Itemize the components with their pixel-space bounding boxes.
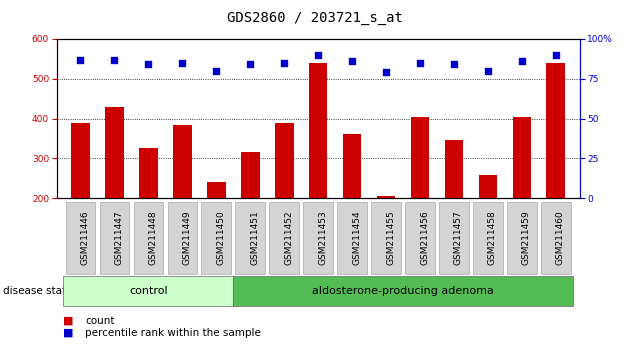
Point [144,62,154,67]
Bar [343,134,362,198]
Text: GSM211457: GSM211457 [454,211,463,266]
Bar [139,148,158,198]
Bar [275,122,294,198]
Text: GSM211449: GSM211449 [182,211,192,266]
Point [177,60,187,66]
Point [110,57,120,63]
Text: ■: ■ [63,328,74,338]
Text: GSM211447: GSM211447 [115,211,123,266]
Text: GSM211450: GSM211450 [216,211,226,266]
Bar [309,63,328,198]
Bar [207,182,226,198]
Point [551,52,561,58]
Bar [479,175,497,198]
Bar [173,125,192,198]
Text: GSM211452: GSM211452 [284,211,293,266]
Text: GSM211456: GSM211456 [420,211,429,266]
Text: GSM211454: GSM211454 [352,211,361,266]
Bar [546,63,565,198]
Text: ■: ■ [63,315,74,325]
Bar [105,108,123,198]
Text: GSM211446: GSM211446 [81,211,89,266]
Bar [445,141,463,198]
Text: percentile rank within the sample: percentile rank within the sample [85,329,261,338]
Point [211,68,221,74]
Bar [513,116,531,198]
Bar [377,196,396,198]
Point [449,62,459,67]
Text: count: count [85,316,115,326]
Bar [411,118,430,198]
Point [381,70,391,75]
Point [279,60,289,66]
Text: GSM211451: GSM211451 [250,211,259,266]
Text: GSM211455: GSM211455 [386,211,395,266]
Point [483,68,493,74]
Text: aldosterone-producing adenoma: aldosterone-producing adenoma [312,286,494,296]
Point [415,60,425,66]
Point [517,58,527,64]
Text: GSM211458: GSM211458 [488,211,497,266]
Point [347,58,357,64]
Text: GSM211460: GSM211460 [556,211,565,266]
Text: control: control [129,286,168,296]
Point [313,52,323,58]
Bar [71,122,90,198]
Text: GSM211453: GSM211453 [318,211,327,266]
Text: GDS2860 / 203721_s_at: GDS2860 / 203721_s_at [227,11,403,25]
Bar [241,153,260,198]
Point [245,62,255,67]
Text: disease state ▶: disease state ▶ [3,286,84,296]
Text: GSM211459: GSM211459 [522,211,531,266]
Text: GSM211448: GSM211448 [149,211,158,266]
Point [76,57,86,63]
